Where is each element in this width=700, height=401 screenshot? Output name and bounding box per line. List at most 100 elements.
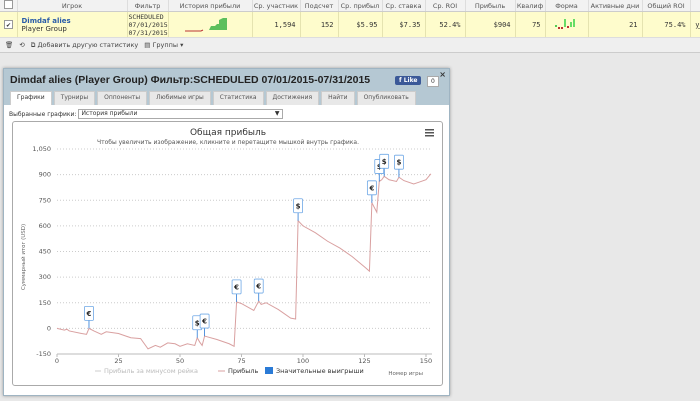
tab-charts[interactable]: Графики	[10, 91, 52, 105]
row-link[interactable]: y	[690, 11, 700, 38]
big-win-marker: $	[195, 319, 200, 327]
profit-line	[56, 173, 432, 350]
big-win-marker: €	[233, 283, 239, 291]
filter-cell: SCHEDULED 07/01/2015 07/31/2015	[127, 11, 169, 38]
tab-opponents[interactable]: Оппоненты	[97, 91, 148, 105]
y-tick-label: 900	[39, 171, 51, 179]
stats-table: Игрок Фильтр История прибыли Ср. участни…	[0, 0, 700, 38]
chart-selector-label: Выбранные графики:	[9, 110, 77, 118]
x-tick-label: 25	[114, 357, 122, 365]
y-tick-label: 300	[39, 273, 51, 281]
col-avg-profit[interactable]: Ср. прибыл	[338, 0, 383, 12]
col-count[interactable]: Подсчет	[300, 0, 339, 12]
big-win-marker: €	[86, 310, 92, 318]
player-link[interactable]: Dimdaf alies	[21, 16, 71, 25]
table-row: ✔ Dimdaf alies Player Group SCHEDULED 07/0…	[0, 11, 700, 38]
col-player[interactable]: Игрок	[17, 0, 128, 12]
chart-selector[interactable]: История прибыли ▼	[78, 109, 284, 119]
col-itm[interactable]: Квалиф	[515, 0, 546, 12]
add-icon: ⧉	[30, 40, 36, 49]
dialog-title: Dimdaf alies (Player Group) Фильтр:SCHED…	[10, 74, 371, 86]
big-win-flag	[253, 278, 264, 294]
big-win-marker: $	[382, 158, 387, 166]
col-profit[interactable]: Прибыль	[465, 0, 516, 12]
col-extra	[690, 0, 700, 12]
big-win-flag	[293, 198, 303, 214]
y-tick-label: 1,050	[32, 145, 51, 153]
legend-rake[interactable]: Прибыль за минусом рейка	[104, 367, 198, 375]
col-avg-entrants[interactable]: Ср. участник	[252, 0, 301, 12]
profit: $904	[465, 11, 516, 38]
chart-dialog: Dimdaf alies (Player Group) Фильтр:SCHED…	[3, 68, 450, 396]
like-count: 0	[427, 76, 439, 87]
tab-achievements[interactable]: Достижения	[265, 91, 320, 105]
profit-chart[interactable]: Общая прибыль Чтобы увеличить изображени…	[13, 122, 444, 387]
groups-label: Группы	[152, 41, 179, 49]
tab-publish[interactable]: Опубликовать	[356, 91, 416, 105]
legend: Прибыль за минусом рейка Прибыль Значите…	[95, 367, 364, 375]
close-button[interactable]: ×	[439, 70, 446, 79]
y-tick-label: -150	[36, 350, 51, 358]
big-win-marker: $	[296, 202, 301, 210]
player-cell: Dimdaf alies Player Group	[17, 11, 128, 38]
toolbar: 🗑 ⟲ ⧉ Добавить другую статистику ▤ Групп…	[0, 38, 700, 53]
avg-stake: $7.35	[382, 11, 426, 38]
header-row: Игрок Фильтр История прибыли Ср. участни…	[0, 0, 700, 12]
history-sparkline	[168, 11, 253, 38]
row-checkbox[interactable]: ✔	[0, 11, 18, 38]
tab-statistics[interactable]: Статистика	[212, 91, 264, 105]
tab-tournaments[interactable]: Турниры	[53, 91, 96, 105]
filter-line: SCHEDULED	[128, 12, 164, 21]
chart-selector-row: Выбранные графики: История прибыли ▼	[9, 109, 284, 119]
menu-icon[interactable]	[425, 129, 434, 137]
big-win-marker: $	[397, 159, 402, 167]
y-axis-label: Суммарный итог (USD)	[20, 224, 27, 290]
chart-title: Общая прибыль	[190, 128, 266, 138]
facebook-like-button[interactable]: f Like	[395, 76, 422, 85]
avg-roi: 52.4%	[425, 11, 466, 38]
col-form[interactable]: Форма	[545, 0, 589, 12]
groups-button[interactable]: ▤ Группы ▾	[144, 41, 184, 49]
trash-icon[interactable]: 🗑	[5, 41, 14, 49]
add-stat-label: Добавить другую статистику	[37, 40, 139, 49]
y-tick-label: 150	[39, 299, 51, 307]
avg-entrants: 1,594	[252, 11, 301, 38]
big-win-flag	[394, 154, 404, 170]
tab-find[interactable]: Найти	[321, 91, 355, 105]
legend-wins[interactable]: Значительные выигрыши	[276, 367, 364, 375]
player-sub: Player Group	[21, 24, 67, 33]
big-win-flag	[379, 153, 390, 169]
form-sparkline	[545, 11, 589, 38]
active-days: 21	[588, 11, 643, 38]
col-select[interactable]	[0, 0, 18, 12]
tab-favorite-games[interactable]: Любимые игры	[149, 91, 211, 105]
filter-line: 07/31/2015	[128, 28, 168, 37]
x-tick-label: 125	[358, 357, 370, 365]
x-tick-label: 50	[176, 357, 184, 365]
col-active-days[interactable]: Активные дни	[588, 0, 643, 12]
refresh-icon[interactable]: ⟲	[19, 41, 25, 49]
x-tick-label: 0	[55, 357, 59, 365]
x-tick-label: 75	[237, 357, 245, 365]
total-roi: 75.4%	[642, 11, 691, 38]
col-total-roi[interactable]: Общий ROI	[642, 0, 691, 12]
legend-profit[interactable]: Прибыль	[228, 367, 259, 375]
big-win-marker: €	[201, 318, 207, 326]
big-win-marker: €	[368, 184, 374, 192]
dialog-header: Dimdaf alies (Player Group) Фильтр:SCHED…	[4, 69, 449, 105]
add-stat-button[interactable]: ⧉ Добавить другую статистику	[31, 41, 139, 50]
big-win-flag	[199, 313, 210, 329]
x-axis-label: Номер игры	[388, 371, 423, 377]
col-history[interactable]: История прибыли	[168, 0, 253, 12]
itm: 75	[515, 11, 546, 38]
x-tick-label: 100	[297, 357, 309, 365]
chart-container[interactable]: Общая прибыль Чтобы увеличить изображени…	[12, 121, 443, 386]
col-filter[interactable]: Фильтр	[127, 0, 169, 12]
y-tick-label: 600	[39, 222, 51, 230]
y-tick-label: 750	[39, 196, 51, 204]
like-label: Like	[403, 77, 418, 84]
col-avg-roi[interactable]: Ср. ROI	[425, 0, 466, 12]
big-win-flag	[231, 279, 242, 295]
big-win-flag	[366, 180, 377, 196]
col-avg-stake[interactable]: Ср. ставка	[382, 0, 426, 12]
